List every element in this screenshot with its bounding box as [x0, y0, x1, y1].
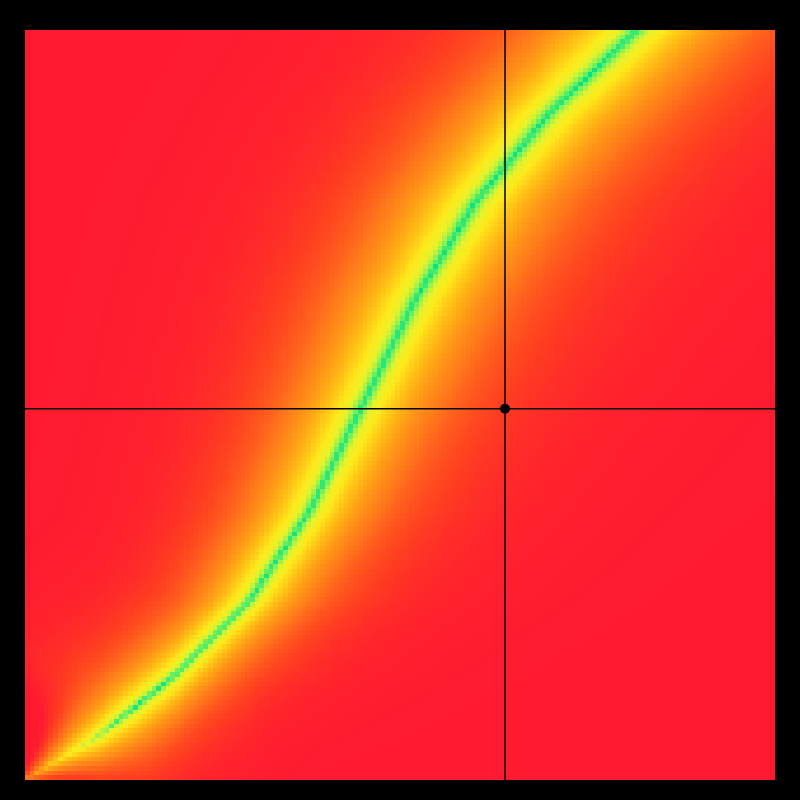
- watermark-text: TheBottleneck.com: [573, 4, 776, 30]
- chart-container: TheBottleneck.com: [0, 0, 800, 800]
- bottleneck-heatmap: [25, 30, 775, 780]
